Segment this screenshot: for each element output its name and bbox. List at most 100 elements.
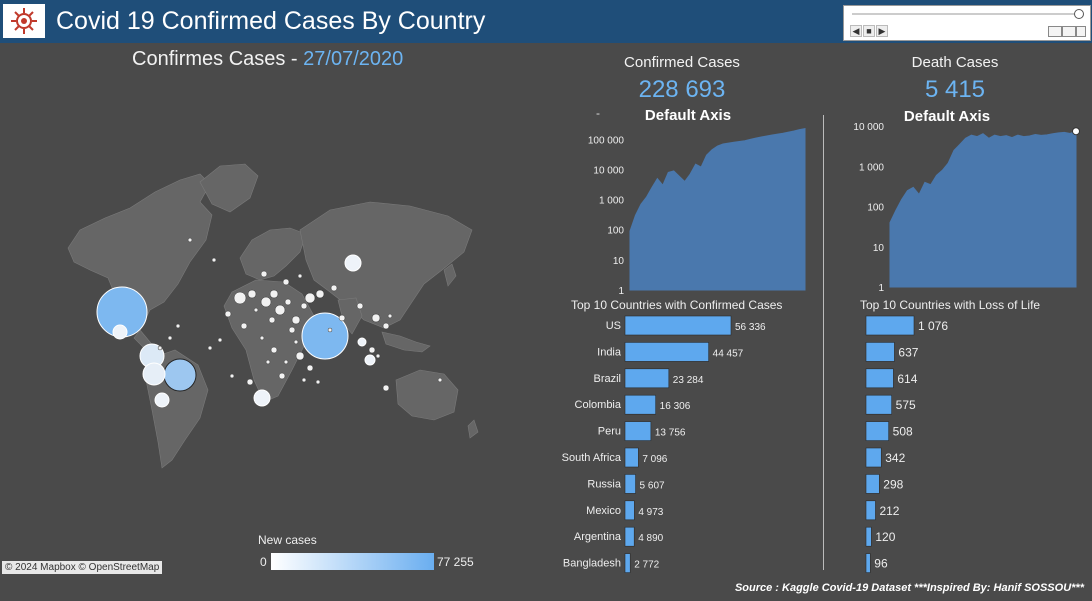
bar-value-label: 342 <box>885 451 905 465</box>
bar-value-label: 120 <box>875 530 895 544</box>
pause-icon[interactable]: ■ <box>863 25 875 37</box>
bar-value-label: 508 <box>893 425 913 439</box>
legend-title: New cases <box>258 533 317 547</box>
axis-marker: - <box>596 106 600 120</box>
bar[interactable] <box>624 368 670 389</box>
bar[interactable] <box>624 421 652 441</box>
bar-category-label: India <box>597 346 622 358</box>
confirmed-axis-title: Default Axis <box>644 107 732 124</box>
legend-max: 77 255 <box>437 555 474 569</box>
y-tick-label: 1 <box>878 283 884 294</box>
page-navigator[interactable]: ◀ ■ ▶ <box>843 5 1091 41</box>
nav-slider-knob[interactable] <box>1074 9 1084 19</box>
bar-value-label: 1 076 <box>918 319 948 333</box>
legend-min: 0 <box>260 555 267 569</box>
bubble-peru[interactable] <box>142 362 166 386</box>
bar-category-label: Peru <box>598 426 621 438</box>
bar[interactable] <box>624 500 635 521</box>
bar-value-label: 7 096 <box>642 454 667 465</box>
bar[interactable] <box>865 342 895 362</box>
bar-category-label: Mexico <box>586 505 621 517</box>
bar-value-label: 637 <box>898 345 918 359</box>
bubble-russia[interactable] <box>344 254 362 272</box>
latest-point[interactable] <box>1072 127 1080 136</box>
map-attribution[interactable]: © 2024 Mapbox © OpenStreetMap <box>2 561 163 574</box>
bar[interactable] <box>624 342 709 362</box>
deaths-label: Death Cases <box>911 54 999 71</box>
bar-category-label: South Africa <box>562 452 622 464</box>
bar[interactable] <box>865 315 915 336</box>
bar[interactable] <box>624 447 639 468</box>
bubble-brazil[interactable] <box>163 358 197 392</box>
small-bubbles <box>157 237 443 392</box>
deaths-value: 5 415 <box>924 76 986 103</box>
source-footer: Source : Kaggle Covid-19 Dataset ***Insp… <box>734 582 1084 594</box>
legend-gradient <box>271 553 434 570</box>
top-confirmed-bar-chart[interactable]: US 56 336 India 44 457 Brazil 23 284 Colombia 1… <box>550 312 820 577</box>
case-bubbles <box>96 254 376 408</box>
map-title: Confirmes Cases - 27/07/2020 <box>132 48 403 71</box>
y-tick-label: 1 000 <box>599 196 624 207</box>
y-tick-label: 10 000 <box>853 122 884 133</box>
bar-value-label: 4 890 <box>638 533 663 544</box>
header-bar: Covid 19 Confirmed Cases By Country ◀ ■ … <box>0 0 1092 43</box>
bar[interactable] <box>865 553 871 573</box>
bar-category-label: Colombia <box>575 399 622 411</box>
bar[interactable] <box>624 394 656 415</box>
bar[interactable] <box>865 526 872 547</box>
bar[interactable] <box>865 421 889 441</box>
bar-value-label: 614 <box>897 372 917 386</box>
deaths-axis-title: Default Axis <box>903 108 991 125</box>
bar-value-label: 5 607 <box>640 480 665 491</box>
bar-value-label: 16 306 <box>660 401 691 412</box>
area-series <box>889 130 1077 288</box>
bar[interactable] <box>865 368 894 389</box>
bubble-mexico-north[interactable] <box>112 324 128 340</box>
world-map[interactable] <box>60 80 490 520</box>
next-icon[interactable]: ▶ <box>876 25 888 37</box>
y-tick-label: 10 <box>873 243 885 254</box>
confirmed-value: 228 693 <box>638 76 726 103</box>
y-tick-label: 10 <box>613 256 625 267</box>
bubble-india[interactable] <box>301 312 349 360</box>
view-mode-icon-2[interactable] <box>1062 26 1076 37</box>
map-title-prefix: Confirmes Cases - <box>132 48 304 70</box>
bar[interactable] <box>865 474 880 494</box>
bar-category-label: Argentina <box>574 531 622 543</box>
bar[interactable] <box>624 315 732 336</box>
bar[interactable] <box>624 474 636 494</box>
bar[interactable] <box>865 447 882 468</box>
bar-value-label: 23 284 <box>673 375 704 386</box>
y-tick-label: 100 000 <box>588 135 625 146</box>
bubble-indonesia[interactable] <box>364 354 376 366</box>
bubble-bangladesh[interactable] <box>357 337 367 347</box>
nav-slider-track[interactable] <box>852 13 1080 15</box>
view-mode-icon-1[interactable] <box>1048 26 1062 37</box>
bar[interactable] <box>624 553 631 573</box>
bar[interactable] <box>624 526 635 547</box>
y-tick-label: 100 <box>867 203 884 214</box>
bar-value-label: 44 457 <box>713 348 744 359</box>
confirmed-label: Confirmed Cases <box>624 54 740 71</box>
bar-value-label: 575 <box>896 398 916 412</box>
confirmed-area-chart[interactable]: 100 000 10 000 1 000 100 10 1 <box>555 120 815 295</box>
virus-icon <box>3 4 45 38</box>
view-mode-icon-3[interactable] <box>1076 26 1086 37</box>
bar-category-label: Russia <box>587 478 622 490</box>
bar[interactable] <box>865 394 892 415</box>
y-tick-label: 1 <box>618 286 624 295</box>
bar-value-label: 13 756 <box>655 428 686 439</box>
y-tick-label: 10 000 <box>593 165 624 176</box>
bubble-argentina[interactable] <box>154 392 170 408</box>
y-tick-label: 1 000 <box>859 162 884 173</box>
top-deaths-title: Top 10 Countries with Loss of Life <box>860 298 1041 312</box>
bar-category-label: Bangladesh <box>563 558 621 570</box>
area-series <box>629 127 806 291</box>
bar-category-label: US <box>606 320 621 332</box>
deaths-area-chart[interactable]: 10 000 1 000 100 10 1 <box>830 118 1090 295</box>
bar-category-label: Brazil <box>593 373 621 385</box>
bar[interactable] <box>865 500 876 521</box>
prev-icon[interactable]: ◀ <box>850 25 862 37</box>
bubble-south-africa[interactable] <box>253 389 271 407</box>
